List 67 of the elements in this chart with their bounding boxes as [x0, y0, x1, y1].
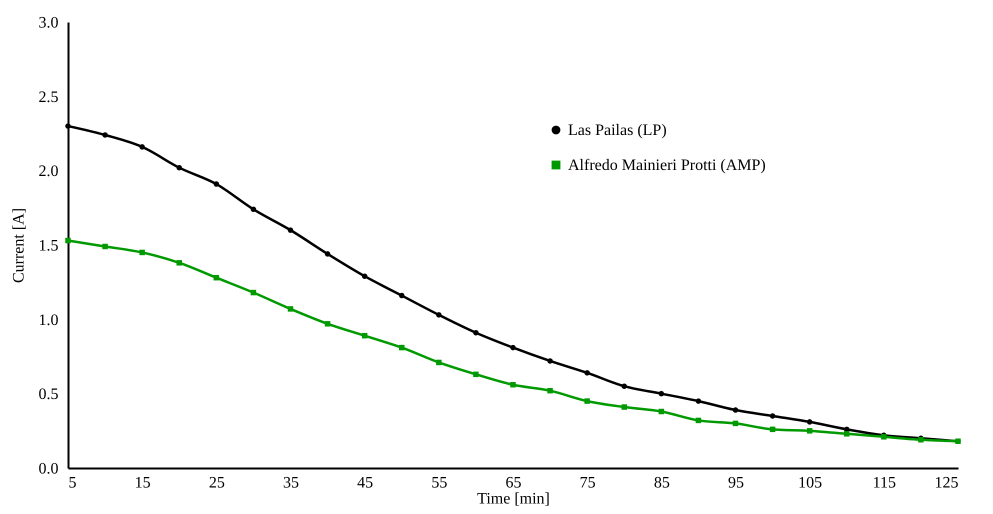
point	[622, 404, 627, 410]
y-axis-title: Current [A]	[10, 208, 28, 284]
point	[65, 238, 71, 244]
point	[288, 306, 294, 312]
x-tick-label: 25	[208, 474, 225, 492]
x-tick-label: 35	[283, 474, 299, 492]
point	[250, 206, 256, 212]
x-tick-label: 105	[798, 474, 822, 492]
point	[436, 312, 442, 318]
point	[770, 413, 776, 419]
point	[770, 426, 776, 432]
point	[658, 390, 664, 396]
y-tick-label: 2.0	[38, 163, 58, 180]
point	[696, 418, 702, 424]
point	[102, 132, 108, 138]
point	[473, 372, 479, 378]
point	[176, 164, 182, 170]
point	[139, 144, 145, 150]
point	[250, 290, 256, 296]
point	[696, 398, 702, 404]
point	[436, 360, 442, 366]
point	[214, 274, 220, 280]
point	[176, 260, 182, 266]
x-tick-label: 125	[934, 474, 958, 492]
point	[399, 292, 404, 298]
point	[65, 123, 71, 129]
x-tick-label: 95	[728, 474, 744, 492]
point	[214, 181, 220, 187]
x-tick-label: 75	[580, 474, 596, 492]
point	[622, 384, 627, 389]
point	[510, 382, 516, 388]
x-tick-label: 55	[431, 474, 448, 492]
x-tick-label: 115	[872, 474, 896, 492]
point	[584, 370, 590, 376]
point	[324, 321, 330, 327]
x-axis-title: Time [min]	[477, 490, 550, 508]
point	[844, 431, 850, 437]
x-tick-label: 15	[134, 474, 151, 492]
x-tick-label: 5	[68, 474, 76, 492]
y-tick-label: 0.0	[38, 460, 58, 478]
point	[732, 420, 738, 426]
y-tick-label: 1.5	[38, 238, 58, 254]
x-tick-label: 85	[654, 474, 670, 492]
x-tick-label: 65	[506, 474, 522, 492]
point	[399, 344, 404, 350]
y-tick-label: 1.0	[38, 312, 58, 329]
point	[658, 408, 664, 414]
point	[806, 428, 812, 434]
point	[806, 419, 812, 425]
point	[362, 332, 368, 338]
y-tick-label: 2.5	[38, 88, 58, 106]
y-tick-label: 0.5	[38, 386, 58, 404]
point	[324, 251, 330, 257]
point	[288, 227, 294, 233]
point	[584, 398, 590, 404]
legend-label: Alfredo Mainieri Protti (AMP)	[568, 157, 766, 174]
point	[102, 244, 108, 250]
point	[510, 344, 516, 350]
point	[139, 250, 145, 256]
legend-label: Las Pailas (LP)	[568, 122, 667, 139]
point	[473, 330, 479, 336]
point	[362, 273, 368, 279]
point	[547, 358, 553, 364]
y-tick-label: 3.0	[38, 14, 58, 32]
point	[547, 388, 553, 394]
point	[732, 407, 738, 413]
x-tick-label: 45	[357, 474, 374, 492]
